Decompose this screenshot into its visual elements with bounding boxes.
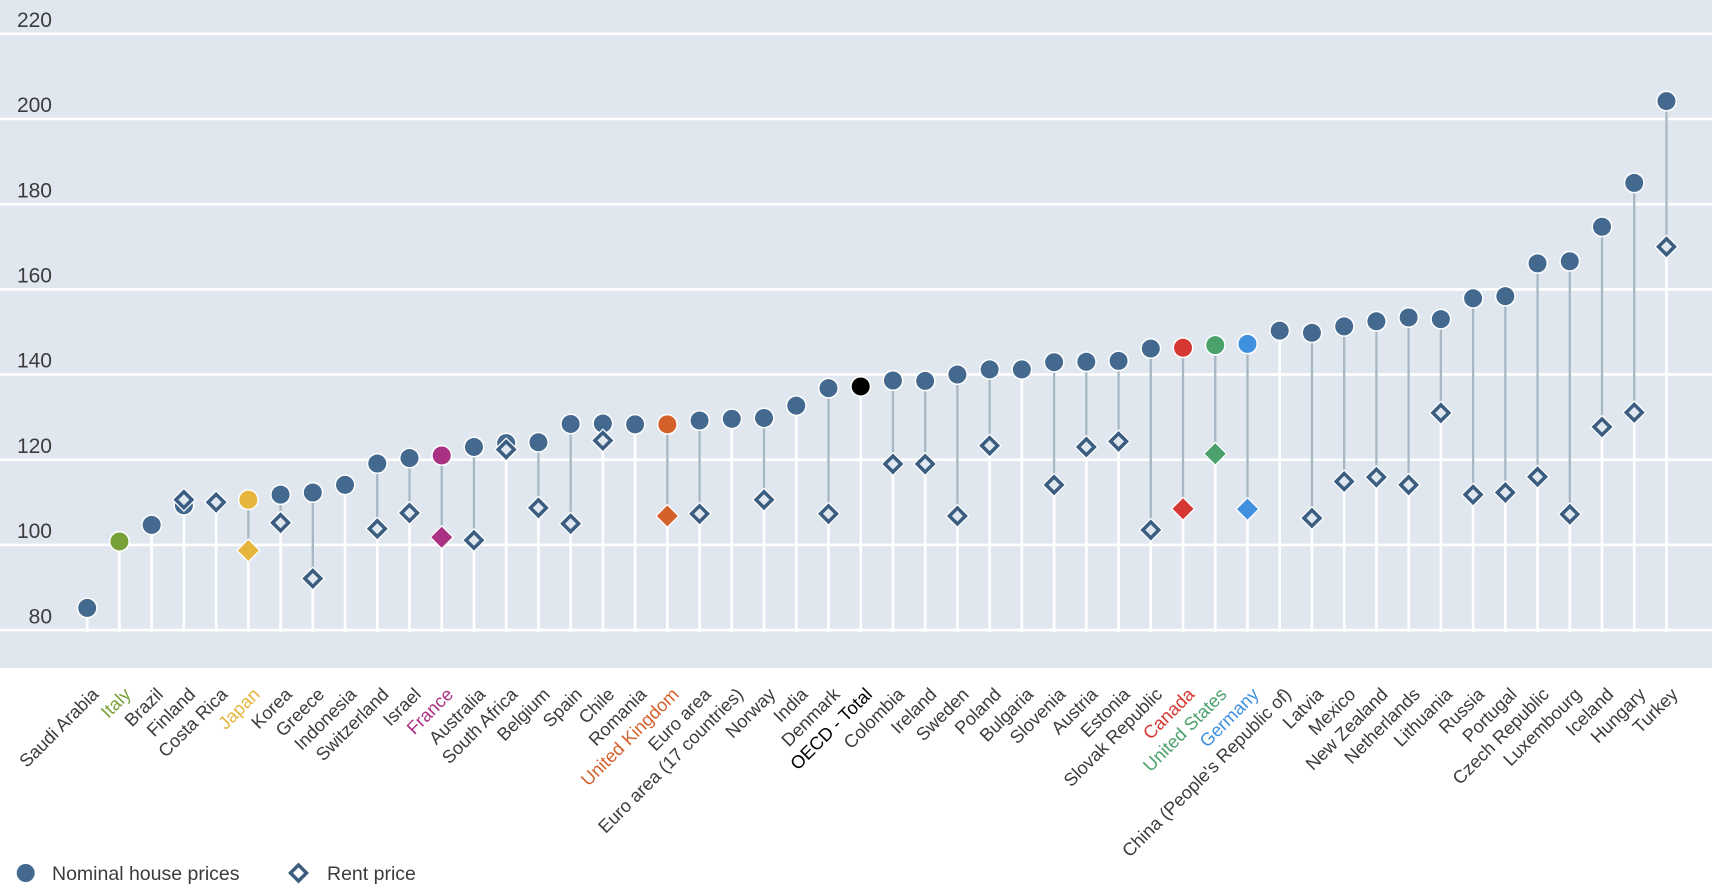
svg-text:180: 180 (17, 179, 52, 202)
svg-text:100: 100 (17, 520, 52, 543)
svg-text:80: 80 (29, 605, 52, 628)
svg-text:120: 120 (17, 435, 52, 458)
svg-text:140: 140 (17, 350, 52, 373)
svg-text:200: 200 (17, 94, 52, 117)
svg-text:160: 160 (17, 265, 52, 288)
svg-text:220: 220 (17, 9, 52, 32)
svg-text:Rent price: Rent price (327, 863, 416, 885)
svg-text:Nominal house prices: Nominal house prices (52, 863, 240, 885)
